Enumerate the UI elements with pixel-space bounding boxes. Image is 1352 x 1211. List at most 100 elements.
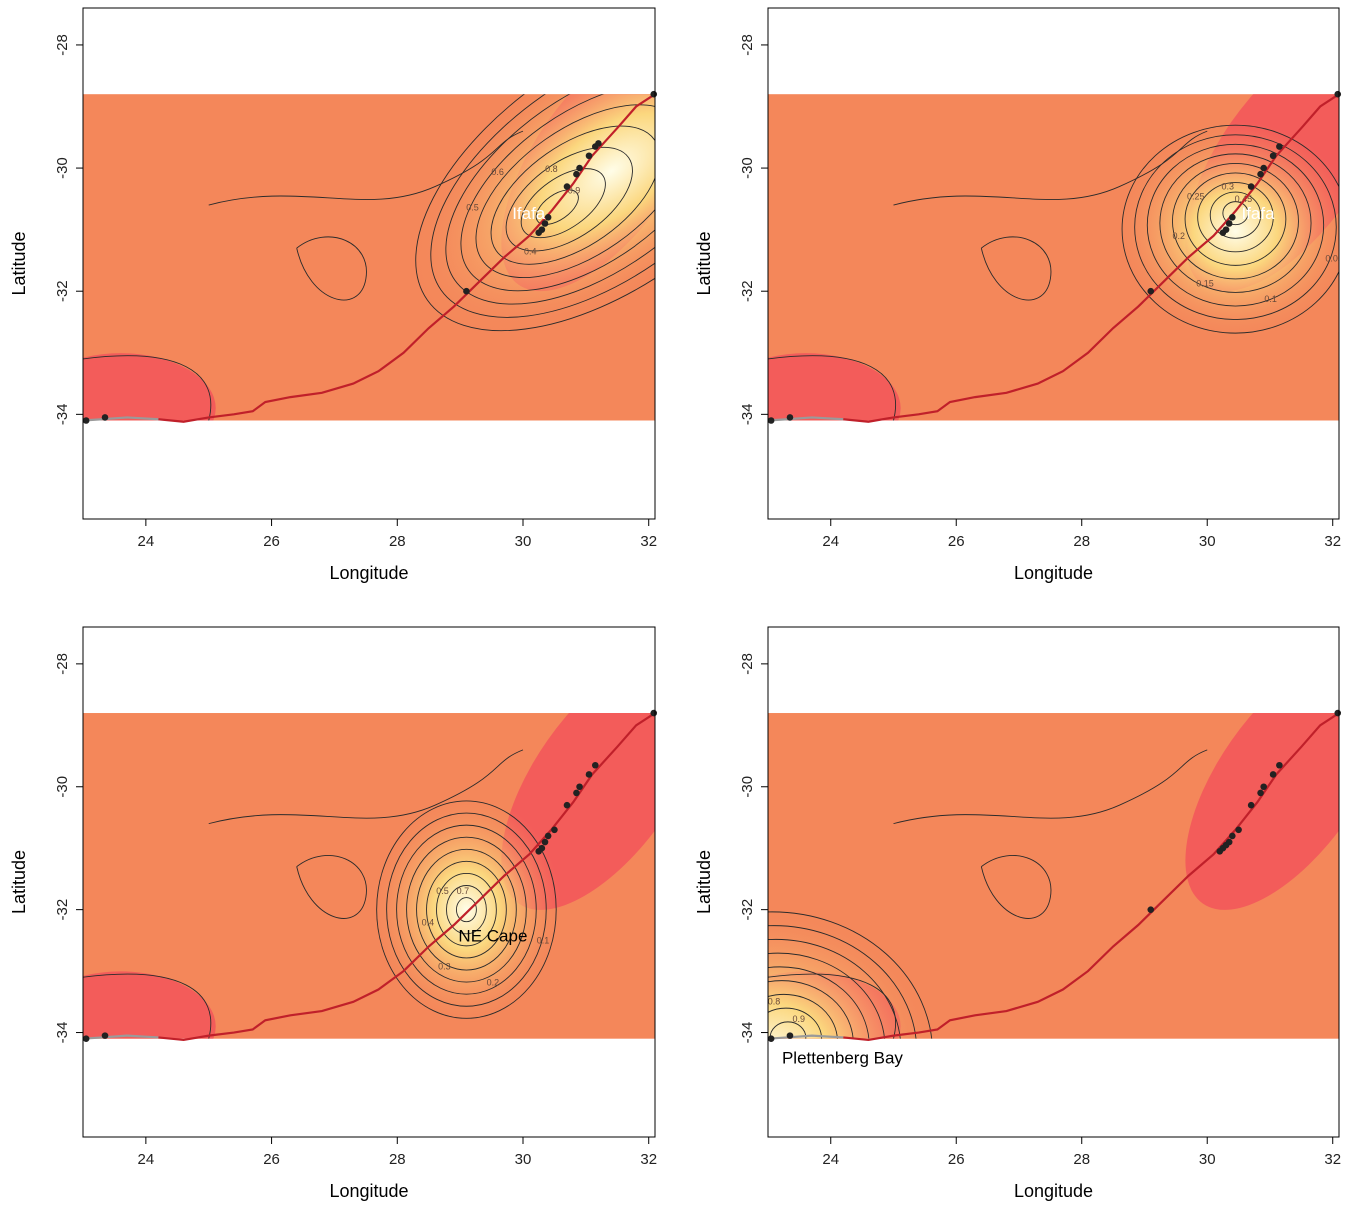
site-point (1225, 220, 1233, 227)
x-tick-label: 24 (138, 1151, 155, 1168)
y-tick-label: -34 (54, 1022, 71, 1044)
x-tick-label: 26 (263, 533, 280, 550)
y-tick-label: -32 (739, 899, 756, 921)
contour-line (520, 168, 606, 239)
contour-line (456, 897, 477, 923)
contour-line (1134, 134, 1337, 321)
contour-line (208, 749, 524, 825)
site-point (1257, 789, 1264, 797)
x-tick-label: 30 (515, 533, 532, 550)
contour-line (1184, 172, 1287, 266)
y-tick-label: -32 (54, 899, 71, 921)
contour-line (1197, 182, 1274, 253)
site-point (576, 164, 583, 172)
contour-label: 0.4 (524, 247, 537, 257)
contour-label: 0.25 (1187, 191, 1205, 201)
contour-line (415, 94, 655, 332)
y-tick-label: -32 (54, 280, 71, 302)
site-point (1276, 143, 1283, 150)
site-point (538, 844, 546, 852)
x-tick-label: 24 (138, 533, 155, 550)
contour-line (768, 355, 896, 421)
y-axis-label: Latitude (9, 850, 29, 914)
site-point (541, 838, 549, 846)
contour-label: 0.7 (457, 886, 470, 896)
contour-label: 0.9 (568, 185, 581, 195)
site-point (538, 226, 546, 233)
site-point (1247, 183, 1255, 190)
coastline-route (843, 712, 1340, 1042)
contour-line (475, 104, 655, 278)
contour-line (980, 236, 1052, 301)
site-point (1235, 826, 1242, 834)
contour-label: 0.2 (657, 256, 670, 266)
y-tick-label: -34 (54, 403, 71, 425)
low-zone (768, 353, 901, 421)
map-panel-top-left: 0.10.20.40.50.60.80.9Ifafa2426283032-34-… (9, 7, 670, 583)
contour-line (1209, 191, 1262, 239)
x-tick-label: 24 (822, 1151, 839, 1168)
high-zone (410, 94, 655, 336)
y-axis-label: Latitude (694, 231, 714, 295)
contour-line (980, 855, 1052, 919)
contour-line (396, 824, 537, 995)
contour-line (1172, 162, 1299, 280)
contour-line (893, 130, 1208, 206)
site-point (1257, 170, 1264, 178)
site-point (591, 761, 599, 769)
contour-line (768, 973, 896, 1039)
contour-label: 0.5 (466, 203, 479, 213)
contour-line (768, 1007, 823, 1039)
contour-line (768, 938, 901, 1039)
contour-line (386, 812, 547, 1007)
x-tick-label: 28 (1073, 1151, 1090, 1168)
contour-line (768, 966, 870, 1039)
site-point (1225, 838, 1233, 846)
x-tick-label: 32 (640, 1151, 657, 1168)
x-tick-label: 26 (948, 533, 965, 550)
contour-label: 0.8 (545, 164, 558, 174)
x-tick-label: 32 (640, 533, 657, 550)
contour-line (768, 911, 933, 1039)
contour-line (445, 94, 655, 305)
site-point (1147, 287, 1155, 295)
site-point (1260, 164, 1268, 172)
site-point (767, 417, 775, 424)
site-point (82, 417, 90, 424)
contour-line (1159, 153, 1312, 293)
x-tick-label: 30 (1199, 533, 1216, 550)
site-point (1276, 761, 1283, 769)
site-point (786, 1032, 794, 1039)
contour-line (505, 146, 633, 252)
y-tick-label: -28 (739, 34, 756, 56)
x-tick-label: 28 (1073, 533, 1090, 550)
contour-line (416, 848, 517, 971)
contour-line (893, 749, 1208, 825)
site-point (463, 287, 470, 295)
site-point (1269, 152, 1277, 160)
site-point (563, 801, 571, 809)
site-point (576, 783, 583, 791)
site-point (786, 414, 794, 421)
y-tick-label: -30 (54, 776, 71, 798)
focus-site-label: Plettenberg Bay (782, 1049, 903, 1068)
contour-line (426, 860, 507, 959)
focus-site-label: NE Cape (458, 927, 527, 946)
y-tick-label: -28 (54, 34, 71, 56)
high-zone (768, 905, 939, 1039)
y-tick-label: -34 (739, 1022, 756, 1044)
coastline-route (158, 712, 656, 1042)
site-point (1147, 906, 1155, 913)
site-point (1260, 783, 1268, 791)
contour-label: 0.05 (1325, 254, 1343, 264)
contour-line (446, 885, 487, 935)
site-point (650, 709, 658, 717)
contour-line (460, 94, 655, 292)
plot-frame (767, 7, 1340, 520)
focus-site-label: Ifafa (512, 204, 546, 223)
contour-line (208, 130, 524, 206)
low-zone (501, 713, 655, 910)
contour-line (535, 189, 579, 225)
contour-line (83, 355, 212, 421)
